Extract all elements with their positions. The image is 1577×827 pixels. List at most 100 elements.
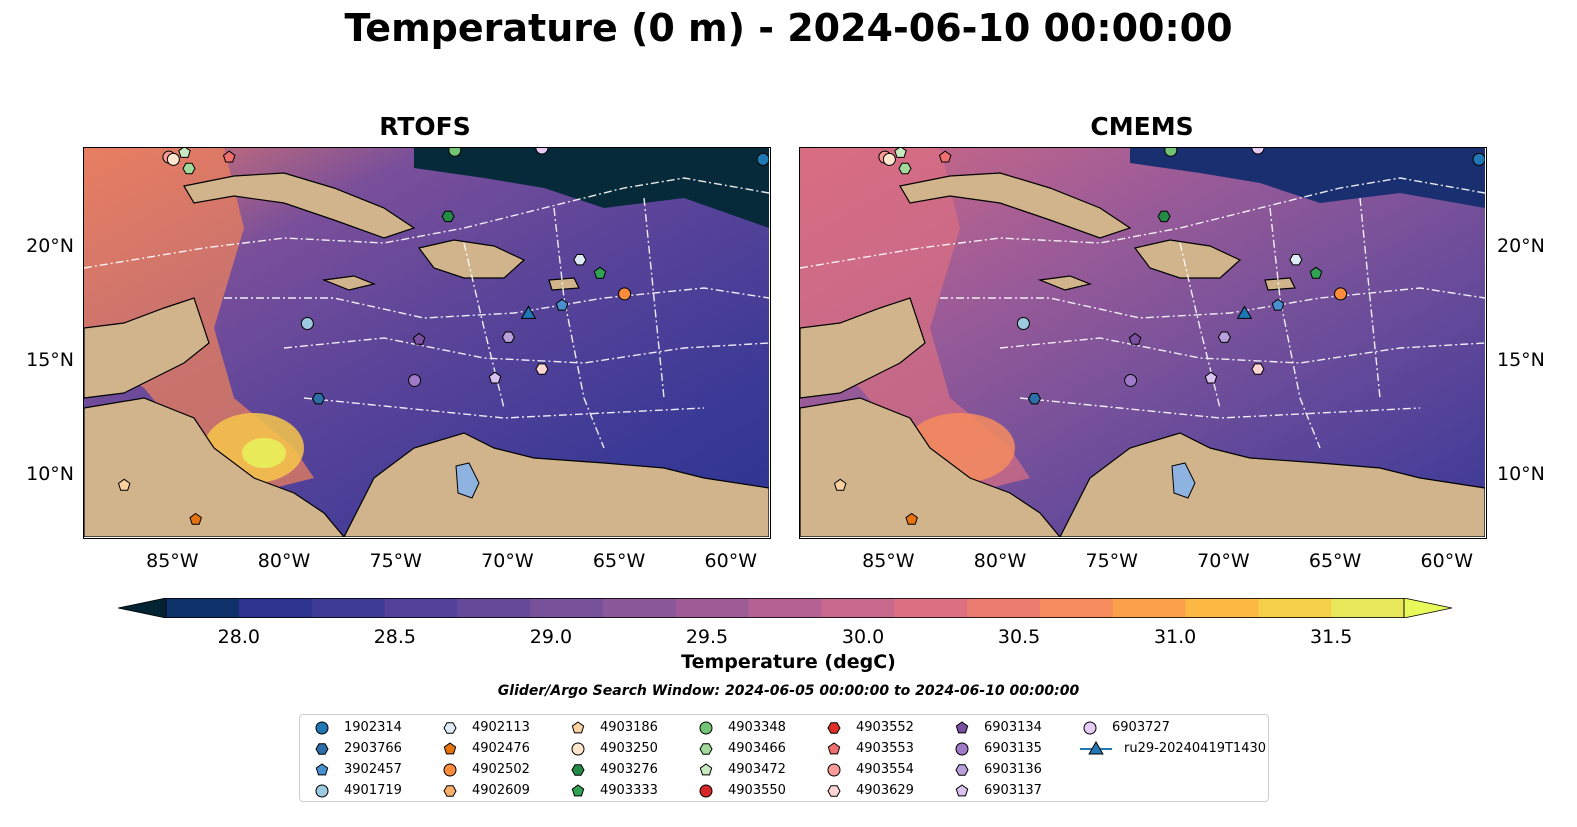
legend-item: 4902609 bbox=[438, 780, 530, 801]
map-marker-4903333 bbox=[1309, 266, 1323, 279]
map-marker-4903466 bbox=[898, 162, 912, 175]
map-panel-rtofs bbox=[83, 147, 771, 539]
legend-label: 3902457 bbox=[344, 762, 402, 777]
legend-marker-icon bbox=[571, 763, 585, 776]
legend-label: 4903552 bbox=[856, 720, 914, 735]
map-marker-4903472 bbox=[178, 148, 191, 158]
map-marker-ru29-20240419T1430 bbox=[1236, 305, 1253, 319]
lake-maracaibo bbox=[1171, 462, 1196, 499]
map-marker-6903134 bbox=[1128, 332, 1142, 345]
lon-tick-label: 80°W bbox=[257, 550, 311, 572]
lat-tick-label: 20°N bbox=[26, 235, 74, 258]
map-marker-4903348 bbox=[1164, 148, 1178, 157]
legend-label: 4903553 bbox=[856, 741, 914, 756]
map-marker-4902476 bbox=[189, 512, 202, 525]
map-marker-4903186 bbox=[833, 478, 847, 491]
colorbar-tick-label: 31.5 bbox=[1310, 626, 1353, 648]
legend-label: 4903554 bbox=[856, 762, 914, 777]
map-markers-rtofs bbox=[117, 148, 770, 525]
legend-marker-icon bbox=[827, 784, 841, 797]
map-marker-4901719 bbox=[1016, 316, 1030, 330]
legend-marker-icon bbox=[443, 741, 457, 754]
legend-item: 6903137 bbox=[950, 780, 1042, 801]
legend-label: 6903134 bbox=[984, 720, 1042, 735]
map-marker-4903250 bbox=[882, 152, 896, 166]
legend-marker-icon bbox=[1083, 721, 1097, 734]
colorbar-tick-label: 31.0 bbox=[1153, 626, 1197, 648]
colorbar-bin bbox=[602, 598, 677, 618]
map-marker-4903276 bbox=[441, 210, 455, 223]
legend-label: 6903135 bbox=[984, 741, 1042, 756]
map-panel-cmems bbox=[799, 147, 1487, 539]
legend-marker-icon bbox=[827, 721, 841, 734]
lat-tick-label: 10°N bbox=[1497, 463, 1545, 486]
legend-item: 4903186 bbox=[566, 717, 658, 738]
colorbar-bin bbox=[967, 598, 1041, 618]
legend-label: 4902476 bbox=[472, 741, 530, 756]
legend-marker-icon bbox=[315, 742, 329, 755]
legend-item: 4903466 bbox=[694, 738, 786, 759]
legend-label: 4902609 bbox=[472, 783, 530, 798]
lon-tick-label: 70°W bbox=[1197, 550, 1250, 572]
figure-title: Temperature (0 m) - 2024-06-10 00:00:00 bbox=[344, 6, 1233, 50]
colorbar-label: Temperature (degC) bbox=[681, 651, 896, 673]
colorbar-bin bbox=[311, 598, 385, 618]
colorbar-extend-min bbox=[118, 598, 167, 618]
legend-item: 6903136 bbox=[950, 759, 1042, 780]
map-marker-6903135 bbox=[408, 373, 422, 387]
colorbar-tick-label: 28.5 bbox=[373, 626, 417, 648]
colorbar-bin bbox=[457, 598, 531, 618]
colorbar-bin bbox=[748, 598, 822, 618]
legend-label: 4902502 bbox=[472, 762, 530, 777]
legend-label: 6903727 bbox=[1112, 720, 1170, 735]
legend-marker-icon bbox=[827, 741, 841, 754]
eez-boundaries bbox=[800, 177, 1486, 449]
lon-tick-label: 75°W bbox=[369, 550, 422, 572]
colorbar-bin bbox=[1039, 598, 1114, 618]
land-jamaica bbox=[321, 275, 376, 291]
land-hispaniola bbox=[1133, 239, 1242, 279]
legend-marker-icon bbox=[699, 721, 713, 734]
map-marker-3902457 bbox=[555, 298, 569, 311]
legend-item: ru29-20240419T1430 bbox=[1078, 738, 1266, 759]
legend-item: 6903134 bbox=[950, 717, 1042, 738]
legend-marker-icon bbox=[955, 720, 969, 733]
legend-label: 4903186 bbox=[600, 720, 658, 735]
eez-boundaries bbox=[84, 177, 770, 449]
legend-marker-icon bbox=[443, 721, 457, 734]
legend-marker-icon bbox=[571, 783, 585, 796]
lon-tick-label: 75°W bbox=[1085, 550, 1138, 572]
legend-label: 4903348 bbox=[728, 720, 786, 735]
legend-item: 4903333 bbox=[566, 780, 658, 801]
map-marker-6903727 bbox=[1251, 148, 1265, 155]
colorbar-bin bbox=[238, 598, 313, 618]
search-window-text: Glider/Argo Search Window: 2024-06-05 00… bbox=[497, 683, 1080, 699]
legend-marker-icon bbox=[443, 763, 457, 776]
legend-item: 6903135 bbox=[950, 738, 1042, 759]
legend-item: 6903727 bbox=[1078, 717, 1170, 738]
atlantic-cool-water bbox=[414, 148, 769, 228]
lon-tick-label: 80°W bbox=[973, 550, 1027, 572]
legend-item: 4901719 bbox=[310, 780, 402, 801]
map-marker-1902314 bbox=[1472, 152, 1486, 166]
panel-title-cmems: CMEMS bbox=[1090, 112, 1194, 141]
colorbar-bin bbox=[675, 598, 750, 618]
map-cmems-svg bbox=[800, 148, 1486, 538]
legend-marker-icon bbox=[443, 784, 457, 797]
lat-tick-label: 20°N bbox=[1497, 235, 1545, 258]
legend-item: 4903348 bbox=[694, 717, 786, 738]
legend-item: 1902314 bbox=[310, 717, 402, 738]
lon-tick-label: 65°W bbox=[1308, 550, 1362, 572]
map-rtofs-svg bbox=[84, 148, 770, 538]
colorbar-tick-label: 30.5 bbox=[997, 626, 1041, 648]
colorbar-bin bbox=[821, 598, 895, 618]
lon-tick-label: 60°W bbox=[1420, 550, 1474, 572]
colorbar-bin bbox=[1185, 598, 1259, 618]
legend-label: 2903766 bbox=[344, 741, 402, 756]
map-marker-4903553 bbox=[222, 150, 236, 163]
land-puerto-rico bbox=[1264, 277, 1296, 291]
legend-item: 4903472 bbox=[694, 759, 786, 780]
legend-item: 4903250 bbox=[566, 738, 658, 759]
map-marker-4903348 bbox=[448, 148, 462, 157]
legend-marker-icon bbox=[955, 763, 969, 776]
